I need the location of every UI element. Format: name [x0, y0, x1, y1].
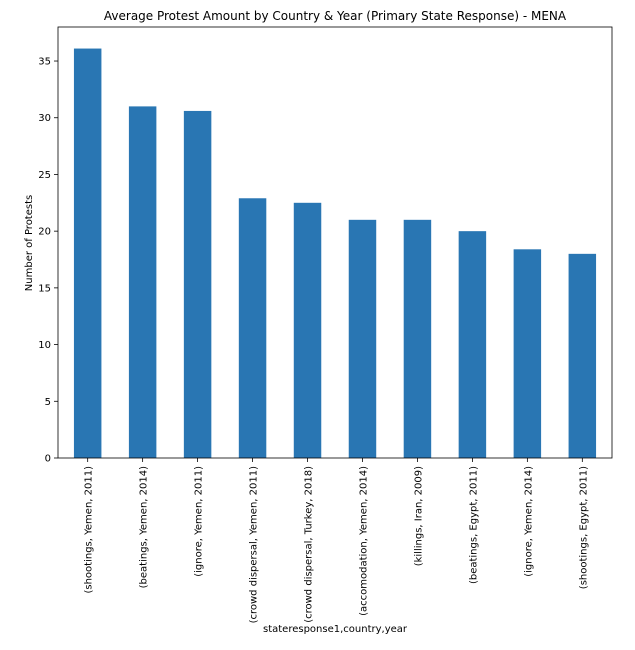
x-axis: (shootings, Yemen, 2011) (beatings, Yemen…	[84, 458, 589, 624]
y-tick-label-6: 30	[38, 113, 51, 124]
y-axis-label: Number of Protests	[24, 195, 35, 291]
bar-5	[348, 219, 377, 458]
x-tick-label-3: (crowd dispersal, Yemen, 2011)	[249, 466, 260, 624]
x-tick-label-9: (shootings, Egypt, 2011)	[578, 466, 589, 589]
x-tick-label-5: (accomodation, Yemen, 2014)	[358, 466, 369, 616]
x-tick-label-1: (beatings, Yemen, 2014)	[139, 466, 150, 588]
bars-group	[73, 48, 597, 459]
x-tick-label-4: (crowd dispersal, Turkey, 2018)	[304, 466, 315, 623]
bar-6	[403, 219, 432, 458]
y-tick-label-5: 25	[38, 170, 51, 181]
bar-0	[73, 48, 102, 459]
bar-3	[238, 198, 267, 458]
y-tick-label-2: 10	[38, 340, 51, 351]
bar-1	[128, 106, 157, 458]
bar-7	[458, 231, 487, 458]
y-axis: 0 5 10 15 20 25 30 35	[38, 57, 58, 465]
y-tick-label-4: 20	[38, 227, 51, 238]
x-tick-label-6: (killings, Iran, 2009)	[413, 466, 424, 566]
plot-frame	[57, 26, 613, 459]
chart-title: Average Protest Amount by Country & Year…	[104, 9, 567, 23]
bar-4	[293, 202, 322, 458]
y-tick-label-3: 15	[38, 283, 51, 294]
x-tick-label-0: (shootings, Yemen, 2011)	[84, 466, 95, 594]
y-tick-label-7: 35	[38, 57, 51, 68]
x-axis-label: stateresponse1,country,year	[263, 624, 408, 635]
x-tick-label-2: (ignore, Yemen, 2011)	[194, 466, 205, 577]
y-tick-label-1: 5	[45, 397, 51, 408]
bar-8	[513, 249, 542, 458]
y-tick-label-0: 0	[45, 454, 51, 465]
x-tick-label-7: (beatings, Egypt, 2011)	[468, 466, 479, 584]
bar-9	[568, 253, 597, 458]
x-tick-label-8: (ignore, Yemen, 2014)	[523, 466, 534, 577]
bar-2	[183, 110, 212, 459]
